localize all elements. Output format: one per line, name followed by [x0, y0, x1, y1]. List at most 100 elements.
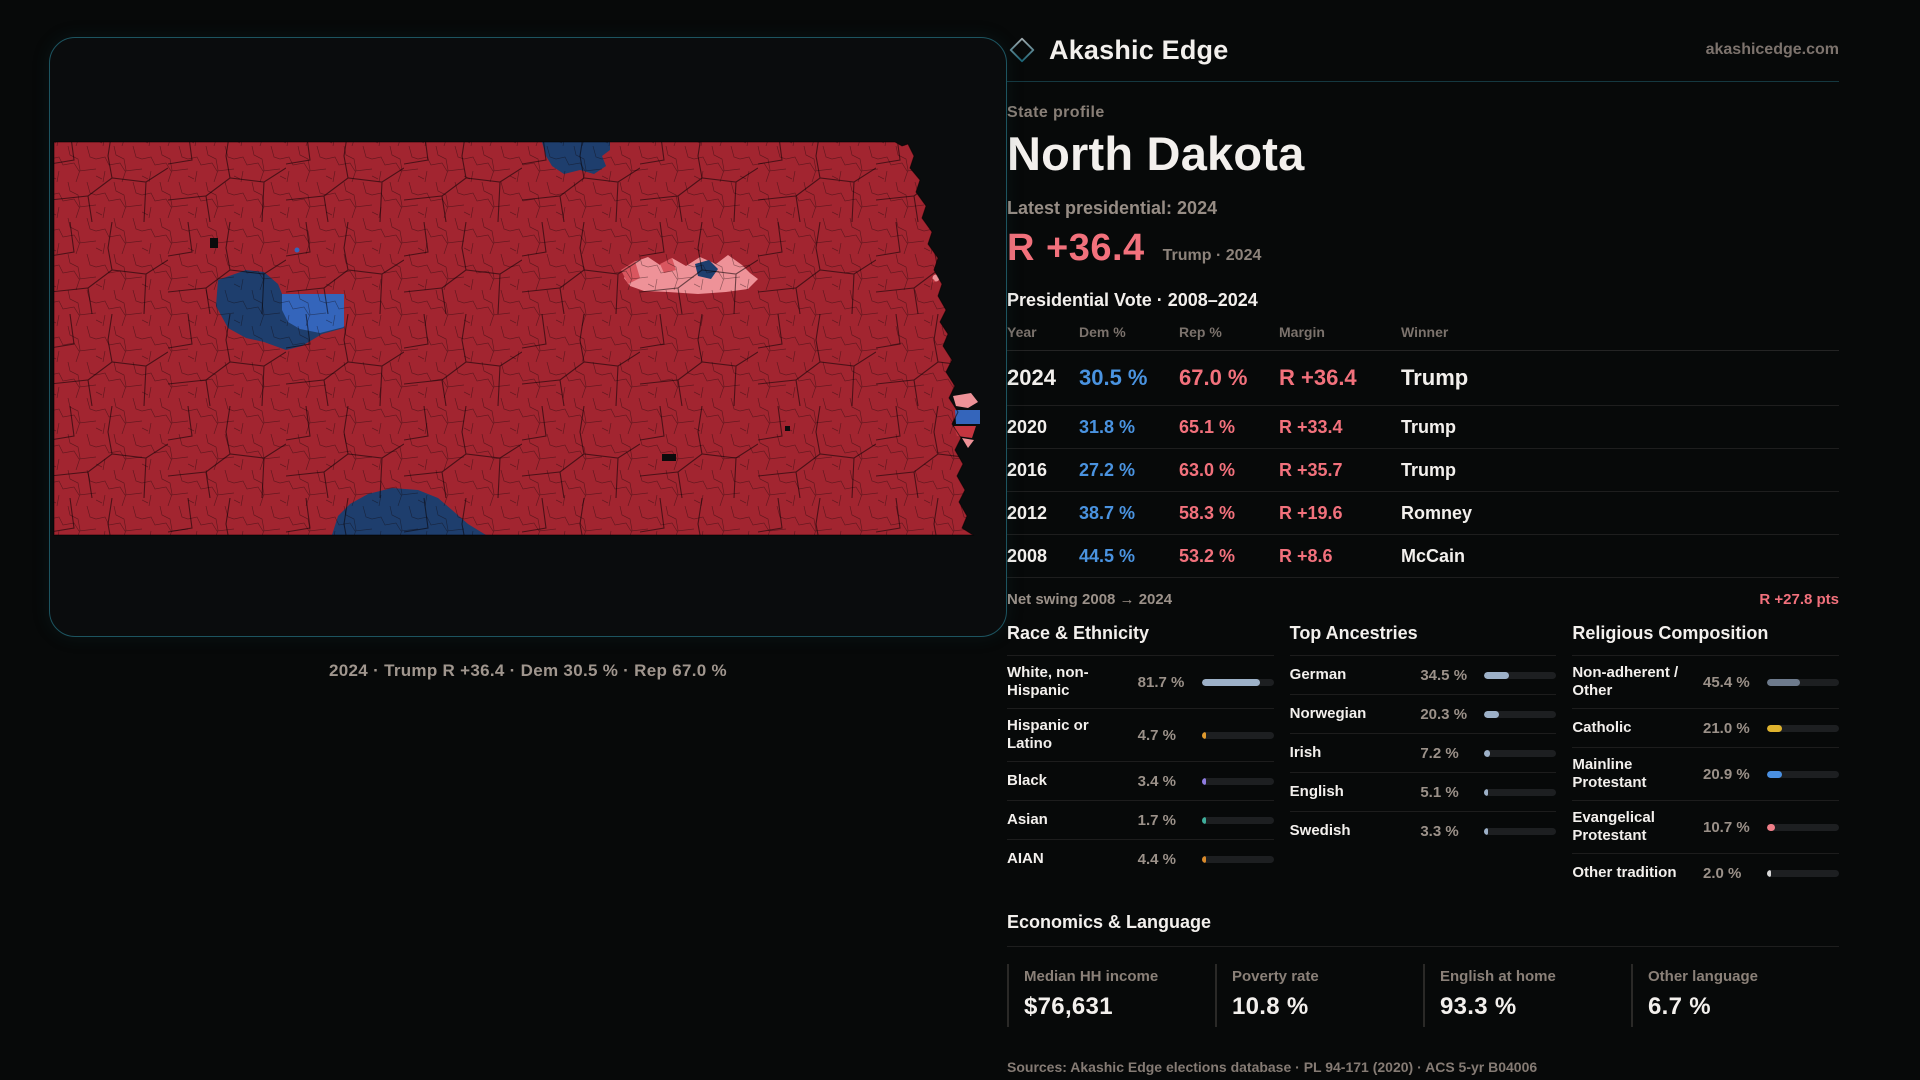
demo-value: 4.7 %: [1137, 726, 1177, 744]
cell-winner: McCain: [1401, 545, 1466, 566]
headline-row: R +36.4 Trump · 2024: [1007, 227, 1839, 270]
demo-bar-fill: [1201, 855, 1206, 863]
cell-winner: Trump: [1401, 459, 1457, 480]
col-rep: Rep %: [1179, 324, 1222, 340]
net-swing-value: R +27.8 pts: [1759, 591, 1839, 608]
demo-bar-track: [1484, 788, 1557, 796]
demo-bar-track: [1484, 671, 1557, 679]
demo-value: 45.4 %: [1702, 673, 1750, 691]
map-black-speck: [210, 238, 218, 248]
nd-precinct-map: [53, 141, 980, 536]
race-ethnicity-section: Race & Ethnicity White, non-Hispanic 81.…: [1007, 623, 1274, 892]
profile-footer: Sources: Akashic Edge elections database…: [1007, 1059, 1839, 1080]
ancestries-section: Top Ancestries German 34.5 % Norwegian 2…: [1289, 623, 1557, 892]
ancestries-title: Top Ancestries: [1289, 623, 1418, 643]
cell-rep-pct: 58.3 %: [1179, 502, 1236, 523]
stat-block: Poverty rate 10.8 %: [1215, 964, 1423, 1027]
demo-bar-track: [1201, 816, 1274, 824]
demo-bar-fill: [1766, 678, 1800, 686]
race-ethnicity-title: Race & Ethnicity: [1007, 623, 1150, 643]
demo-label: Other tradition: [1572, 864, 1677, 881]
cell-margin: R +35.7: [1279, 459, 1343, 480]
cell-dem-pct: 31.8 %: [1079, 416, 1136, 437]
ancestries-list: German 34.5 % Norwegian 20.3 % Irish 7.2…: [1289, 655, 1557, 850]
table-row[interactable]: 2020 31.8 % 65.1 % R +33.4 Trump: [1007, 406, 1839, 449]
demo-value: 3.4 %: [1137, 772, 1177, 790]
demo-bar-track: [1201, 731, 1274, 739]
sources-text: Sources: Akashic Edge elections database…: [1007, 1059, 1538, 1075]
brand-title: Akashic Edge: [1049, 34, 1229, 65]
list-item: Hispanic or Latino 4.7 %: [1007, 708, 1274, 761]
demo-bar-fill: [1484, 671, 1510, 679]
list-item: Mainline Protestant 20.9 %: [1572, 747, 1839, 800]
demographics-grid: Race & Ethnicity White, non-Hispanic 81.…: [1007, 623, 1839, 892]
stat-label: Median HH income: [1024, 968, 1159, 985]
demo-label: Catholic: [1572, 719, 1632, 736]
demo-label: Mainline Protestant: [1572, 756, 1647, 791]
col-winner: Winner: [1401, 324, 1449, 340]
cell-dem-pct: 27.2 %: [1079, 459, 1136, 480]
demo-bar-fill: [1484, 827, 1489, 835]
cell-year: 2008: [1007, 545, 1048, 566]
stat-value: 10.8 %: [1232, 993, 1309, 1020]
demo-value: 4.4 %: [1137, 850, 1177, 868]
list-item: Asian 1.7 %: [1007, 800, 1274, 839]
list-item: Black 3.4 %: [1007, 761, 1274, 800]
list-item: White, non-Hispanic 81.7 %: [1007, 655, 1274, 708]
demo-bar-fill: [1201, 777, 1206, 785]
demo-label: White, non-Hispanic: [1007, 664, 1089, 699]
latest-presidential-label: Latest presidential: 2024: [1007, 198, 1218, 218]
stat-value: $76,631: [1024, 993, 1113, 1020]
demo-bar-fill: [1766, 823, 1775, 831]
cell-dem-pct: 30.5 %: [1079, 365, 1148, 390]
demo-bar-fill: [1201, 816, 1206, 824]
demo-label: Irish: [1289, 744, 1322, 761]
col-dem: Dem %: [1079, 324, 1126, 340]
cell-winner: Trump: [1401, 365, 1469, 390]
demo-bar-track: [1766, 770, 1839, 778]
stat-block: English at home 93.3 %: [1423, 964, 1631, 1027]
demo-value: 5.1 %: [1420, 783, 1459, 801]
brand-lockup: Akashic Edge: [1007, 35, 1228, 66]
religion-list: Non-adherent / Other 45.4 % Catholic 21.…: [1572, 655, 1839, 892]
demo-bar-fill: [1484, 788, 1489, 796]
cell-margin: R +19.6: [1279, 502, 1343, 523]
race-ethnicity-list: White, non-Hispanic 81.7 % Hispanic or L…: [1007, 655, 1274, 878]
stat-label: Other language: [1648, 968, 1759, 985]
demo-value: 7.2 %: [1420, 744, 1459, 762]
vote-table-body: 2024 30.5 % 67.0 % R +36.4 Trump 2020 31…: [1007, 351, 1839, 578]
table-row[interactable]: 2008 44.5 % 53.2 % R +8.6 McCain: [1007, 535, 1839, 578]
table-row[interactable]: 2012 38.7 % 58.3 % R +19.6 Romney: [1007, 492, 1839, 535]
profile-panel: Akashic Edge akashicedge.com State profi…: [1007, 0, 1839, 1080]
stat-block: Median HH income $76,631: [1007, 964, 1215, 1027]
demo-label: AIAN: [1007, 850, 1044, 867]
economics-stats-row: Median HH income $76,631 Poverty rate 10…: [1007, 964, 1839, 1027]
brand-domain-link[interactable]: akashicedge.com: [1705, 41, 1839, 58]
cell-winner: Trump: [1401, 416, 1457, 437]
cell-year: 2016: [1007, 459, 1048, 480]
state-title: North Dakota: [1007, 127, 1305, 180]
demo-label: English: [1289, 783, 1344, 800]
demo-bar-track: [1484, 827, 1557, 835]
list-item: German 34.5 %: [1289, 655, 1557, 694]
list-item: Evangelical Protestant 10.7 %: [1572, 800, 1839, 853]
demo-value: 2.0 %: [1702, 864, 1742, 882]
demo-bar-track: [1201, 777, 1274, 785]
table-row[interactable]: 2016 27.2 % 63.0 % R +35.7 Trump: [1007, 449, 1839, 492]
demo-value: 1.7 %: [1137, 811, 1177, 829]
table-row[interactable]: 2024 30.5 % 67.0 % R +36.4 Trump: [1007, 351, 1839, 406]
header-rule: [1007, 81, 1839, 82]
demo-value: 3.3 %: [1420, 822, 1459, 840]
list-item: AIAN 4.4 %: [1007, 839, 1274, 878]
demo-value: 34.5 %: [1420, 666, 1468, 684]
demo-bar-track: [1484, 710, 1557, 718]
demo-bar-fill: [1766, 770, 1783, 778]
demo-bar-track: [1201, 678, 1274, 686]
demo-bar-track: [1766, 869, 1839, 877]
demo-bar-fill: [1766, 869, 1771, 877]
map-black-speck: [785, 426, 790, 431]
demo-label: Black: [1007, 772, 1048, 789]
vote-table-title: Presidential Vote · 2008–2024: [1007, 290, 1258, 310]
cell-year: 2024: [1007, 365, 1056, 390]
map-black-speck: [662, 454, 676, 461]
